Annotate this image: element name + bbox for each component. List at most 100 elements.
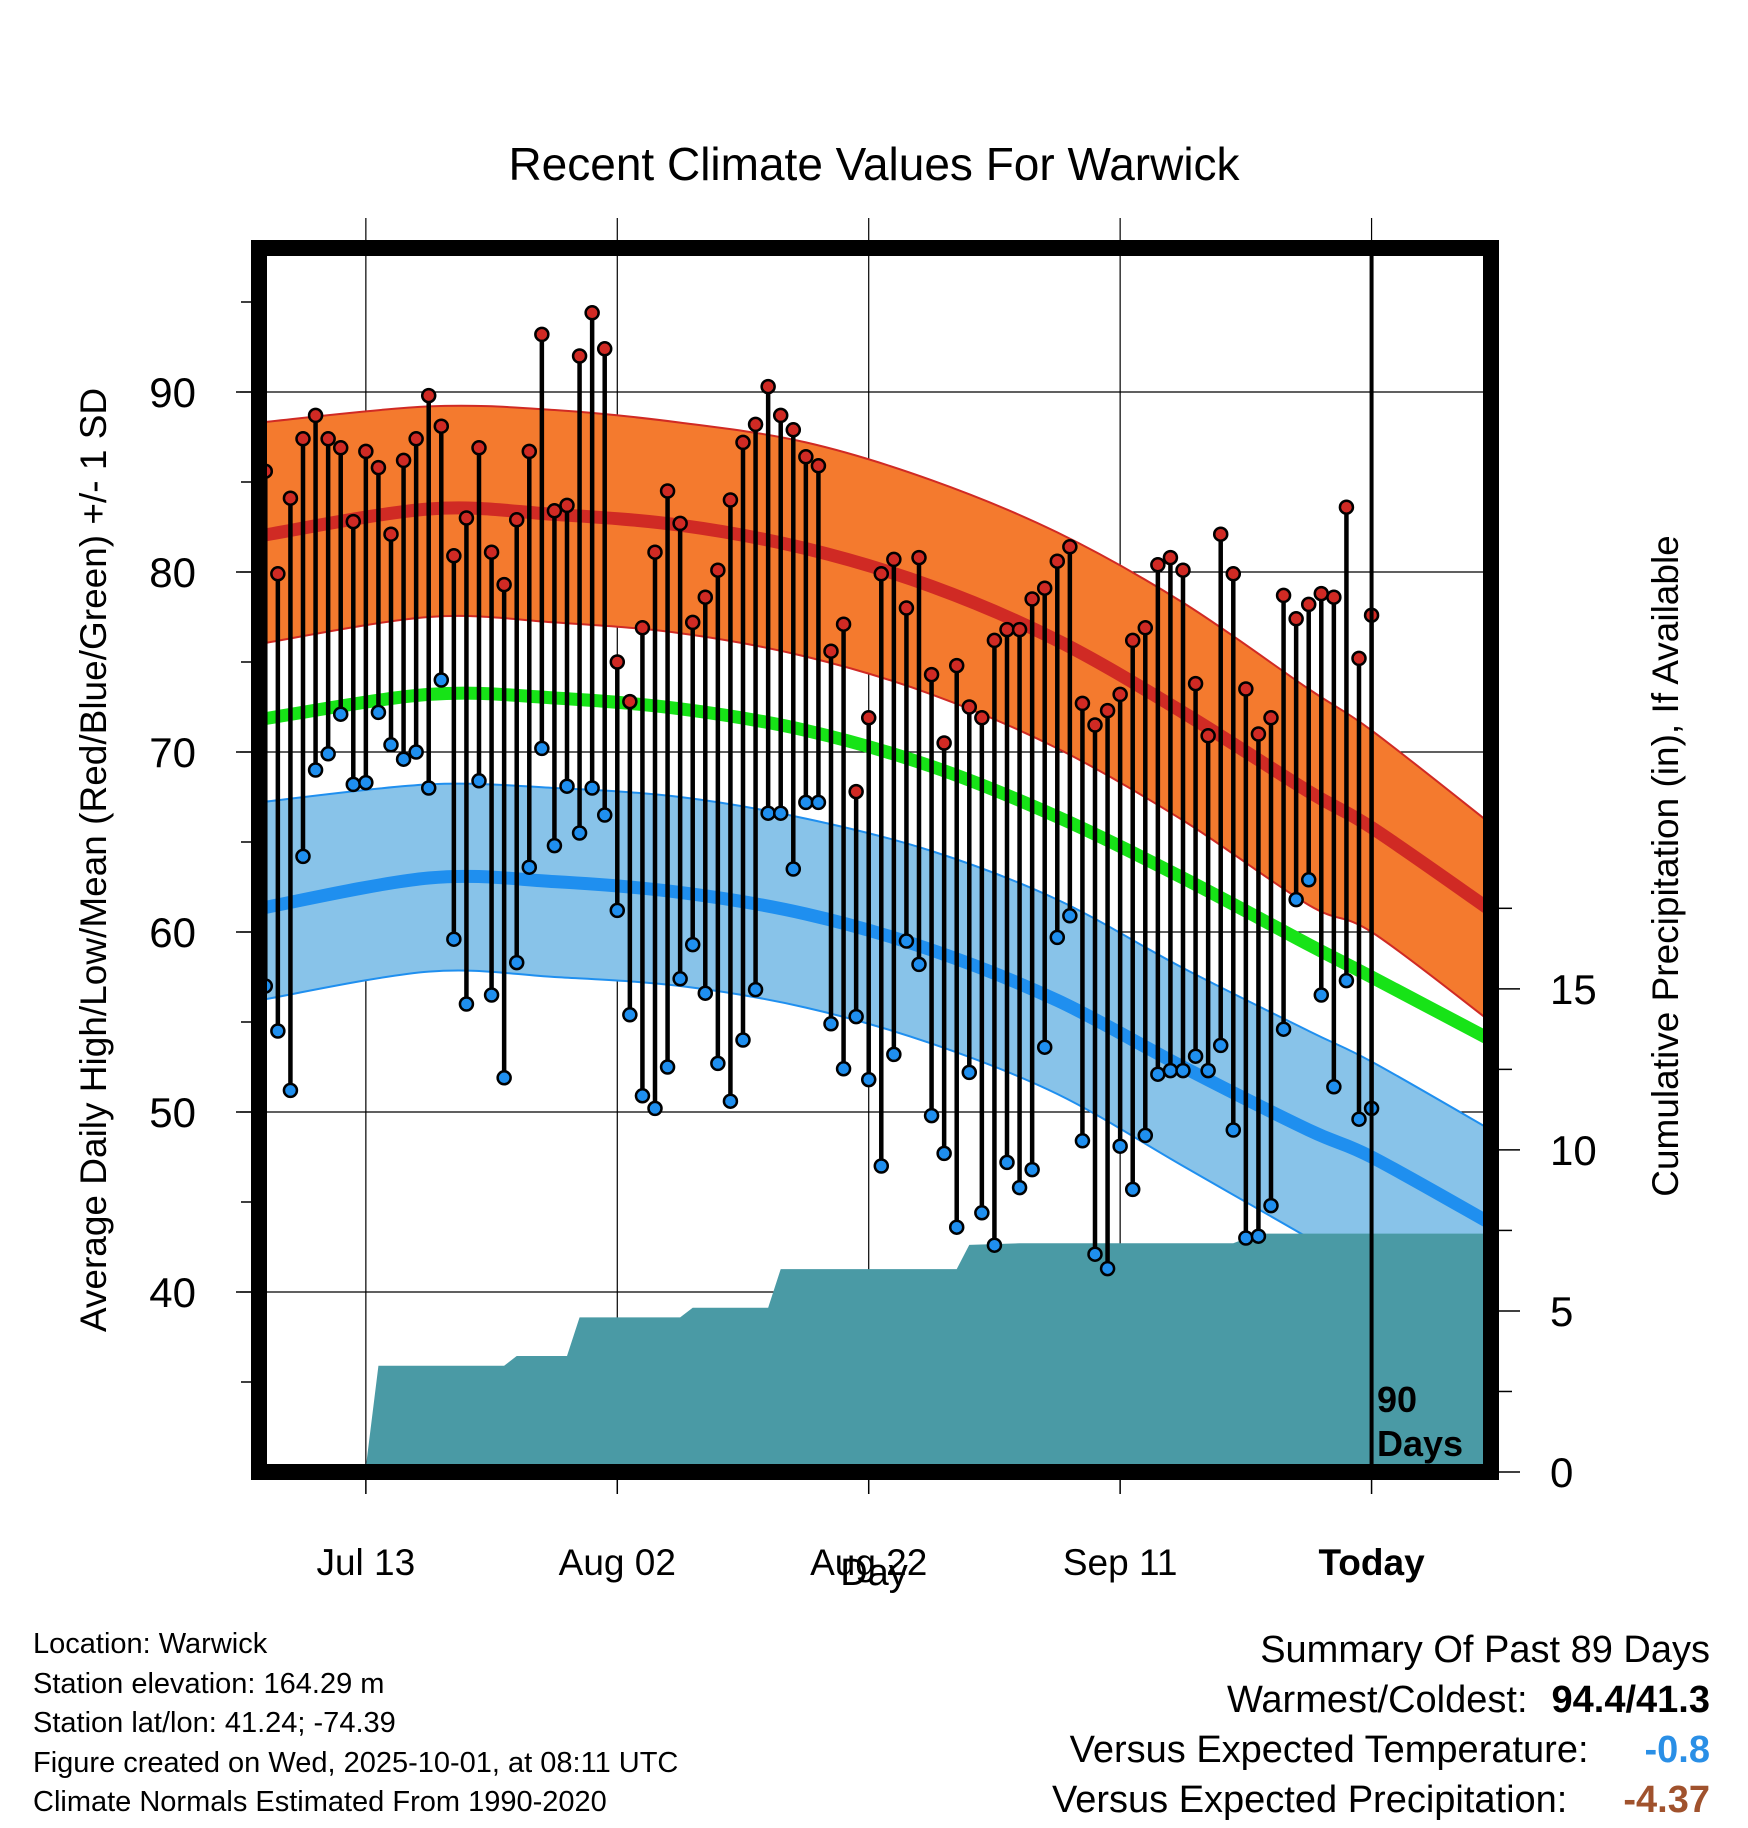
daily-low-point	[320, 746, 336, 762]
station-info: Location: Warwick Station elevation: 164…	[33, 1625, 678, 1823]
daily-high-point	[823, 643, 839, 659]
daily-low-point	[559, 778, 575, 794]
daily-high-point	[948, 657, 965, 674]
daily-low-point	[307, 762, 324, 778]
daily-high-point	[760, 378, 776, 395]
daily-high-point	[471, 440, 487, 456]
daily-high-point	[1087, 717, 1103, 733]
location-text: Location: Warwick	[33, 1628, 268, 1660]
daily-high-point	[1049, 553, 1066, 569]
daily-low-point	[672, 971, 688, 987]
daily-low-point	[1087, 1246, 1103, 1262]
daily-high-point	[1212, 526, 1229, 542]
daily-low-point	[760, 805, 776, 821]
daily-high-point	[873, 566, 890, 582]
daily-low-point	[1099, 1260, 1116, 1277]
daily-low-point	[345, 776, 362, 793]
daily-high-point	[446, 548, 462, 564]
x-tick-label: Today	[1318, 1542, 1425, 1583]
daily-low-point	[483, 987, 500, 1003]
daily-high-point	[697, 589, 714, 605]
daily-low-point	[1049, 929, 1066, 946]
daily-high-point	[923, 666, 940, 683]
daily-high-point	[332, 440, 349, 456]
daily-high-point	[420, 387, 437, 404]
daily-high-point	[986, 632, 1003, 649]
elevation-text: Station elevation: 164.29 m	[33, 1667, 385, 1700]
daily-low-point	[684, 936, 701, 953]
cumulative-precip-area	[259, 1233, 1491, 1472]
daily-high-point	[433, 418, 450, 434]
daily-low-point	[370, 704, 387, 721]
daily-high-point	[747, 416, 764, 433]
daily-low-point	[986, 1237, 1003, 1253]
daily-low-point	[961, 1064, 978, 1081]
daily-low-point	[596, 807, 613, 823]
daily-high-point	[383, 526, 399, 542]
daily-high-point	[835, 616, 852, 632]
daily-high-point	[307, 407, 324, 424]
daily-high-point	[395, 452, 412, 469]
daily-high-point	[735, 434, 751, 451]
daily-high-point	[860, 710, 877, 726]
daily-low-point	[1062, 908, 1078, 924]
x-tick-label: Jul 13	[316, 1542, 415, 1583]
daily-low-point	[458, 996, 475, 1012]
daily-high-point	[647, 544, 663, 560]
daily-low-point	[282, 1082, 299, 1099]
summary-heading: Summary Of Past 89 Days	[1260, 1629, 1710, 1671]
daily-low-point	[408, 744, 424, 760]
daily-high-point	[370, 459, 387, 476]
daily-high-point	[282, 490, 299, 506]
daily-high-point	[1250, 726, 1267, 742]
plot-frame	[251, 240, 1499, 1480]
daily-high-point	[999, 621, 1015, 638]
daily-high-point	[634, 620, 651, 636]
x-axis-ticks: Jul 13 Aug 02 Aug 22 Sep 11 Today	[316, 1480, 1425, 1583]
precip-anomaly-label: Versus Expected Precipitation:	[1051, 1779, 1568, 1821]
daily-low-point	[609, 902, 626, 919]
daily-high-point	[1036, 580, 1053, 596]
daily-low-point	[270, 1023, 286, 1039]
daily-low-point	[1162, 1062, 1179, 1079]
daily-low-point	[974, 1205, 990, 1221]
y2-axis-ticks: 0 5 10 15	[1499, 907, 1597, 1496]
daily-high-point	[1326, 589, 1342, 605]
summary-block: Summary Of Past 89 Days Warmest/Coldest:…	[1052, 1625, 1710, 1825]
daily-high-point	[848, 783, 864, 800]
normal-bands	[259, 404, 1491, 1330]
daily-high-point	[810, 458, 827, 474]
daily-high-point	[270, 566, 286, 582]
daily-low-point	[1137, 1127, 1154, 1144]
daily-high-point	[672, 515, 688, 532]
daily-high-point	[1175, 562, 1191, 578]
daily-high-point	[1150, 557, 1166, 573]
daily-high-point	[911, 549, 927, 566]
daily-high-point	[785, 422, 802, 438]
daily-high-point	[496, 576, 512, 593]
daily-high-point	[559, 497, 575, 514]
daily-high-point	[1162, 549, 1179, 566]
daily-low-point	[1187, 1048, 1204, 1064]
daily-low-point	[395, 751, 412, 767]
daily-low-point	[622, 1007, 638, 1023]
daily-high-point	[1313, 585, 1330, 602]
daily-high-point	[684, 614, 701, 631]
daily-high-point	[659, 483, 676, 499]
daily-high-point	[1137, 620, 1154, 636]
daily-low-point	[1200, 1062, 1216, 1079]
daily-low-point	[1313, 987, 1330, 1003]
daily-low-point	[999, 1154, 1015, 1171]
daily-low-point	[1338, 972, 1355, 989]
daily-low-point	[571, 825, 588, 841]
daily-low-point	[835, 1061, 852, 1077]
daily-high-point	[1351, 650, 1367, 667]
daily-high-point	[710, 562, 726, 578]
daily-high-point	[521, 443, 538, 460]
daily-high-point	[458, 510, 475, 526]
daily-low-point	[1300, 872, 1317, 888]
daily-low-point	[936, 1145, 952, 1162]
daily-range-bars	[259, 305, 1380, 1277]
y-tick-label: 60	[149, 909, 196, 956]
daily-high-point	[345, 513, 362, 530]
